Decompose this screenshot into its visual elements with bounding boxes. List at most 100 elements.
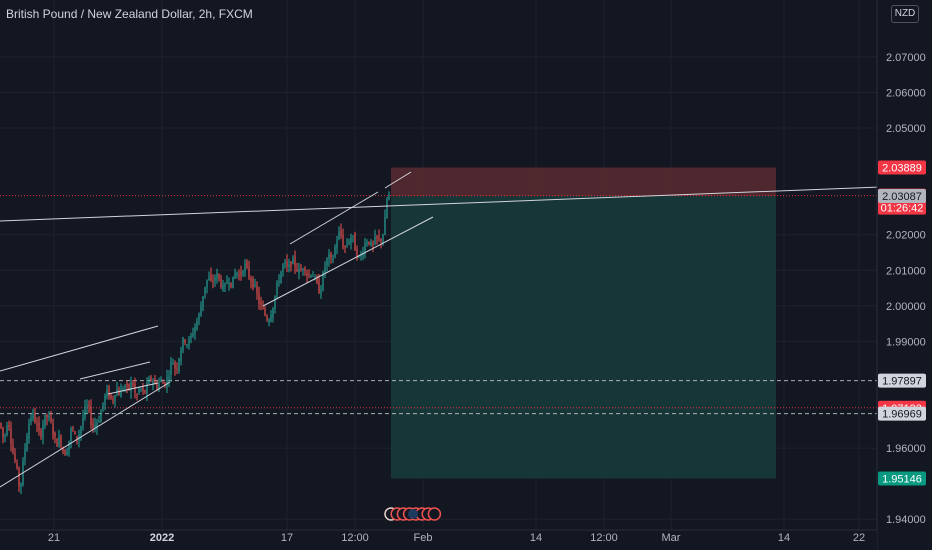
candle [92,418,94,433]
candle-body [68,440,70,451]
candle-body [338,231,340,240]
candle [352,235,354,243]
candle [268,318,270,327]
candle-body [230,282,232,287]
candle-body [294,255,296,267]
candle [12,438,14,455]
candle [302,267,304,276]
candle [298,262,300,280]
price-label: 1.95146 [882,473,922,485]
flag-icon [408,509,418,519]
candle-body [86,405,88,407]
candle-body [302,268,304,270]
candle-body [384,217,386,236]
candle [200,301,202,317]
candle [42,419,44,445]
x-tick-label: 21 [48,532,60,544]
y-tick-label: 1.94000 [886,514,926,526]
candle-body [284,261,286,264]
candle-body [244,263,246,271]
candle-body [290,261,292,267]
candle [94,417,96,433]
candle-body [336,240,338,249]
candle [316,274,318,285]
candle [106,384,108,400]
trendline [262,216,434,307]
candle [54,431,56,444]
candle-body [262,308,264,310]
candle-body [142,386,144,391]
candle [56,438,58,447]
candle-body [122,388,124,390]
countdown-timer: 01:26:42 [881,203,924,215]
candle-body [360,255,362,257]
candle [84,399,86,421]
candle [98,415,100,423]
candle [214,274,216,287]
candle-body [118,389,120,396]
candle-body [132,382,134,387]
candle [354,231,356,251]
candle [80,425,82,441]
candle [220,274,222,289]
candle-body [28,423,30,439]
candle-body [248,266,250,278]
candle [310,274,312,279]
candle [14,448,16,464]
candle-body [232,276,234,289]
candle [140,387,142,393]
candle-body [98,420,100,422]
candle-body [306,273,308,276]
candle-body [334,246,336,258]
candle [230,282,232,289]
y-tick-label: 2.02000 [886,230,926,242]
currency-badge[interactable]: NZD [891,5,919,23]
candle [374,229,376,246]
event-icon [427,507,442,521]
candle-body [166,377,168,387]
candle-body [94,424,96,427]
candle [154,374,156,385]
candle [260,296,262,311]
candle [342,228,344,250]
candle [100,408,102,423]
candle-body [320,289,322,294]
candle-body [174,362,176,369]
candle-body [114,395,116,402]
candle-body [78,434,80,441]
candle [328,249,330,267]
candle [168,370,170,387]
candle [262,300,264,310]
candle-body [268,320,270,323]
candle-body [254,284,256,286]
candle [386,196,388,219]
candle [192,327,194,338]
candle-body [252,278,254,288]
candle-body [372,242,374,245]
candle [330,251,332,264]
candle [304,266,306,276]
candle [110,393,112,400]
candle [264,305,266,317]
candle-body [76,435,78,440]
candle-body [278,281,280,283]
candle-body [236,272,238,275]
candle-body [342,235,344,248]
candle [58,429,60,448]
candle [16,459,18,470]
candle [218,273,220,282]
candle-body [30,417,32,422]
candle [324,261,326,278]
candle-body [196,320,198,330]
candle-body [212,281,214,283]
price-label: 1.96969 [882,409,922,421]
candle-body [24,448,26,461]
candle [68,440,70,457]
candle-body [156,384,158,389]
candle [126,380,128,393]
candle-body [46,414,48,418]
y-tick-label: 2.07000 [886,52,926,64]
candle [104,393,106,411]
candle [60,434,62,450]
